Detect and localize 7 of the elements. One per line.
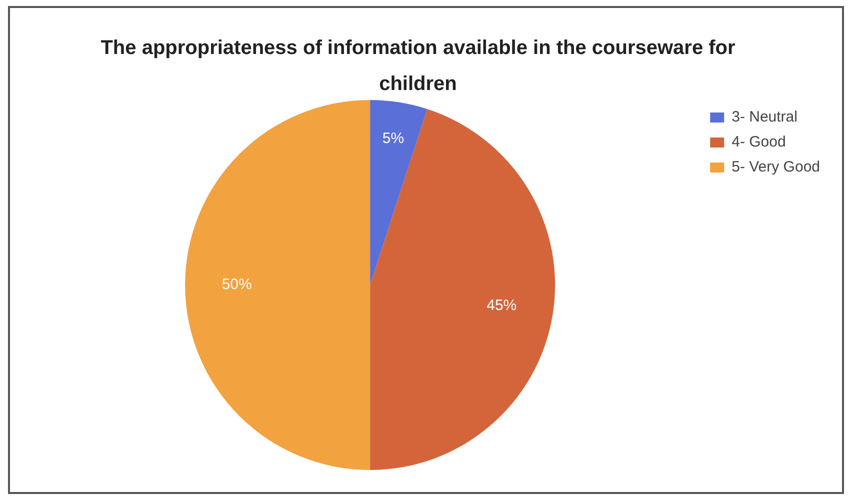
legend-label: 5- Very Good	[732, 158, 820, 176]
data-label: 45%	[486, 296, 517, 314]
data-label: 50%	[222, 276, 252, 294]
data-label: 5%	[382, 130, 404, 147]
legend-label: 3- Neutral	[732, 108, 798, 126]
chart-title: The appropriateness of information available in the courseware for children	[100, 36, 736, 97]
legend-label: 4- Good	[732, 134, 786, 151]
